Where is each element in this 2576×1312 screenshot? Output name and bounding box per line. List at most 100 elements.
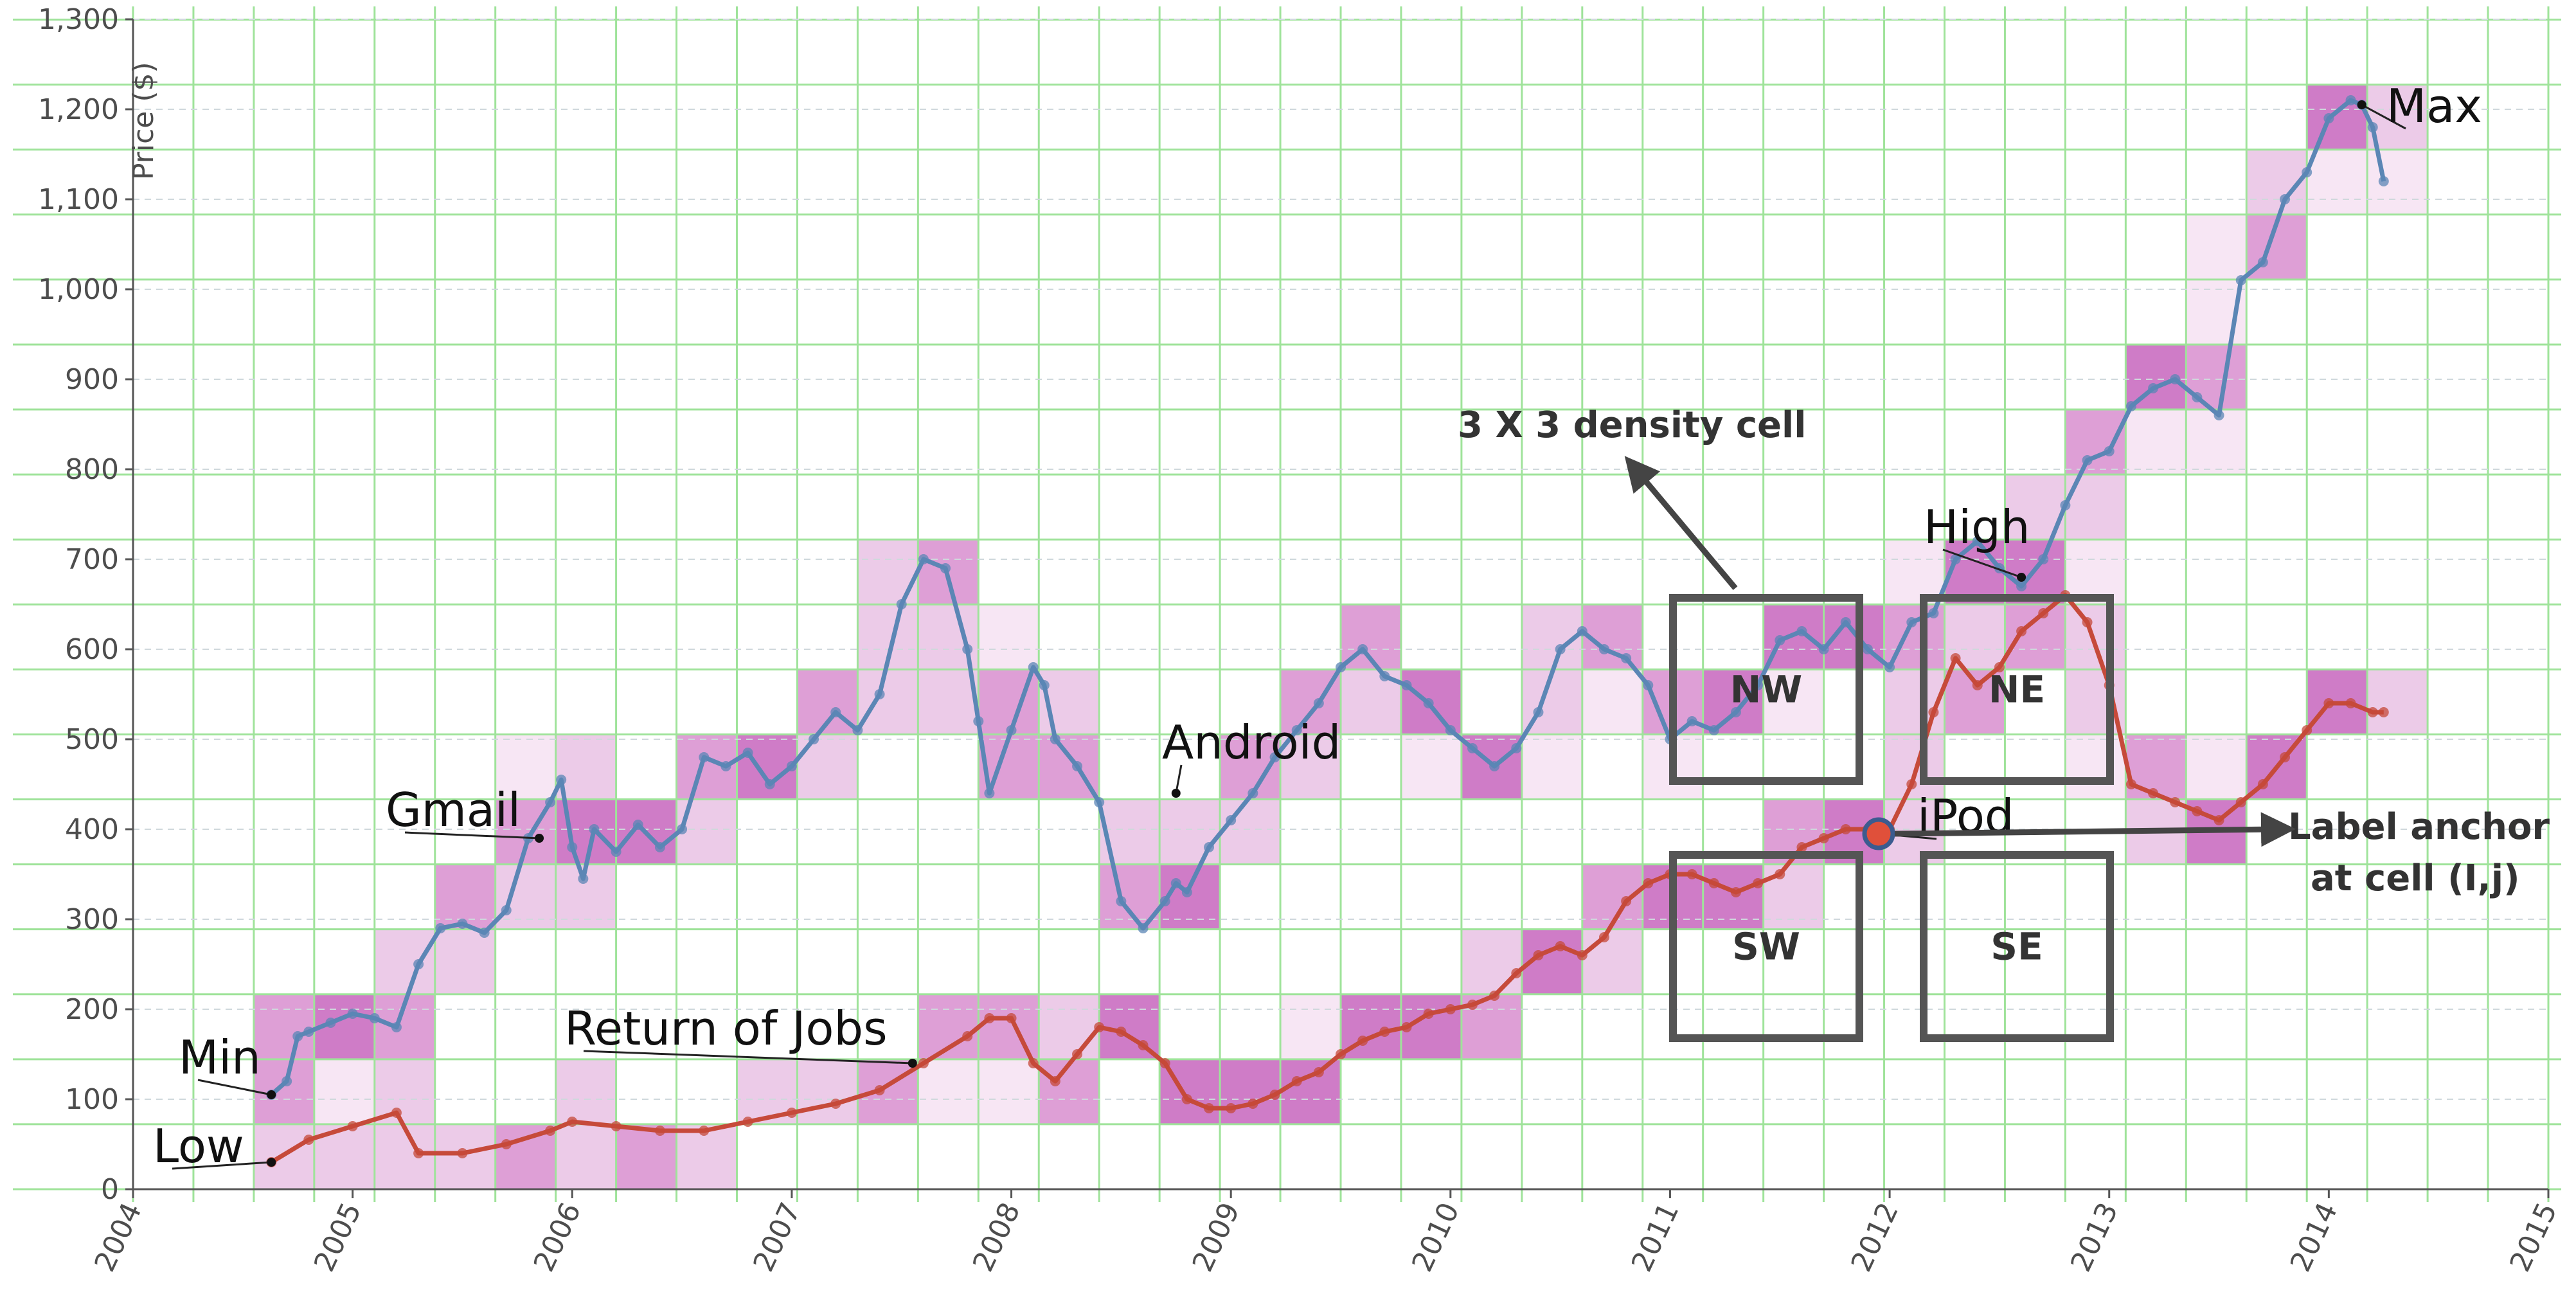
annotation-label: Gmail (386, 783, 521, 837)
y-tick-label: 800 (65, 453, 119, 486)
density-cell (1400, 734, 1462, 800)
data-point (1006, 1013, 1017, 1023)
data-point (2170, 374, 2181, 384)
data-point (2235, 275, 2246, 285)
density-cell (2065, 539, 2126, 605)
density-cell (2065, 734, 2126, 800)
data-point (2082, 617, 2093, 627)
data-point (786, 1108, 797, 1118)
annotation-anchor (535, 834, 544, 843)
density-cell (2125, 409, 2187, 475)
density-cell (857, 669, 918, 735)
data-point (984, 788, 995, 798)
region-box-sw (1669, 851, 1863, 1042)
density-cell (1703, 669, 1764, 735)
region-label-ne: NE (1989, 668, 2045, 712)
data-point (501, 1139, 512, 1149)
data-point (1840, 617, 1851, 627)
data-point (1796, 842, 1807, 852)
data-point (720, 761, 731, 771)
data-point (1379, 671, 1390, 681)
data-point (1950, 554, 1961, 564)
data-point (830, 1099, 841, 1109)
data-point (1094, 1022, 1105, 1032)
y-tick-label: 0 (101, 1173, 119, 1206)
data-point (2125, 779, 2136, 789)
data-point (1730, 707, 1741, 717)
data-point (1039, 680, 1050, 690)
annotation-label: Low (153, 1119, 244, 1173)
data-point (1686, 716, 1697, 726)
density-cell (434, 929, 496, 994)
density-cell (918, 669, 979, 735)
data-point (699, 1126, 710, 1136)
data-point (1181, 887, 1192, 897)
data-point (1291, 1076, 1302, 1086)
callouts-layer: 3 X 3 density cell Label anchor at cell (I… (1458, 404, 2550, 899)
annotation-anchor (2017, 573, 2026, 582)
data-point (1467, 1000, 1478, 1010)
data-point (896, 599, 907, 609)
density-cell (314, 1059, 375, 1124)
data-point (1357, 644, 1368, 654)
density-cell (1220, 1059, 1281, 1124)
density-cell (374, 1059, 435, 1124)
density-cell (797, 1059, 858, 1124)
y-tick-label: 1,000 (38, 273, 119, 306)
label-anchor-marker (1862, 817, 1895, 850)
data-point (1972, 536, 1983, 546)
data-point (764, 779, 775, 789)
density-cell (616, 1124, 677, 1189)
data-point (1621, 653, 1632, 663)
data-point (2367, 122, 2378, 132)
data-point (1533, 950, 1544, 960)
density-cell (1763, 669, 1824, 735)
data-point (1511, 968, 1522, 978)
data-point (347, 1009, 358, 1019)
data-point (1467, 743, 1478, 753)
data-point (973, 716, 984, 726)
data-point (1489, 991, 1500, 1001)
data-point (1423, 698, 1434, 708)
y-tick-label: 400 (65, 813, 119, 846)
data-point (545, 1126, 556, 1136)
data-point (1291, 725, 1302, 735)
data-point (501, 905, 512, 915)
annotation-anchor (2357, 100, 2366, 109)
density-cell (495, 864, 556, 930)
density-cell (978, 604, 1039, 670)
data-point (809, 734, 819, 744)
density-cell (2367, 669, 2428, 735)
data-point (1170, 878, 1181, 888)
density-cell (2065, 409, 2126, 475)
data-point (2214, 815, 2224, 825)
data-point (435, 923, 446, 933)
annotation-anchor (908, 1059, 917, 1068)
density-cell (1280, 994, 1341, 1059)
region-label-sw: SW (1732, 925, 1800, 969)
density-cell (1039, 994, 1100, 1059)
data-point (1050, 734, 1060, 744)
density-cell (1703, 864, 1764, 930)
annotation-leader (583, 1050, 913, 1065)
annotation-leader (1942, 548, 2022, 579)
data-point (589, 824, 600, 834)
data-point (1204, 842, 1215, 852)
data-point (2192, 806, 2203, 816)
x-tick-label: 2006 (528, 1198, 588, 1277)
data-point (1445, 725, 1456, 735)
data-point (1511, 743, 1522, 753)
data-point (325, 1018, 336, 1028)
density-cell (2367, 149, 2428, 215)
data-point (2060, 500, 2071, 510)
annotation-anchor (267, 1090, 276, 1099)
data-point (1928, 608, 1939, 618)
density-cell (1884, 669, 1945, 735)
density-cell (857, 1059, 918, 1124)
data-point (1181, 1094, 1192, 1104)
data-point (1116, 1027, 1127, 1037)
data-point (2016, 581, 2027, 591)
density-cell (978, 1059, 1039, 1124)
data-point (1818, 644, 1829, 654)
x-tick-label: 2009 (1186, 1198, 1247, 1277)
